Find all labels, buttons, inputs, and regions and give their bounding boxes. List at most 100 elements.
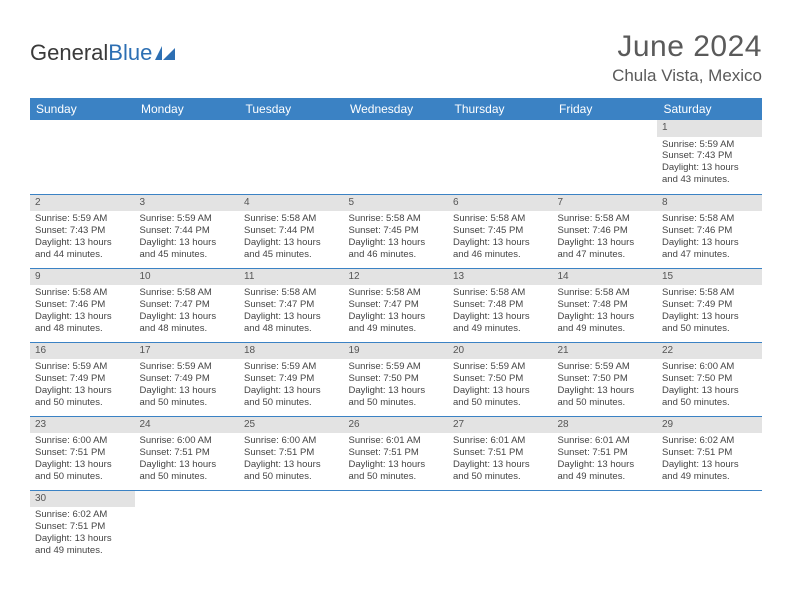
day-info: Sunrise: 6:01 AMSunset: 7:51 PMDaylight:… [553,433,658,487]
day-info: Sunrise: 6:01 AMSunset: 7:51 PMDaylight:… [448,433,553,487]
month-title: June 2024 [612,30,762,64]
daylight-text: and 50 minutes. [349,397,444,409]
calendar-cell: 28Sunrise: 6:01 AMSunset: 7:51 PMDayligh… [553,416,658,490]
sunrise-text: Sunrise: 5:59 AM [35,213,130,225]
weekday-header: Friday [553,98,658,120]
location-label: Chula Vista, Mexico [612,66,762,86]
calendar-week-row: 16Sunrise: 5:59 AMSunset: 7:49 PMDayligh… [30,342,762,416]
daylight-text: and 49 minutes. [662,471,757,483]
daylight-text: and 50 minutes. [349,471,444,483]
calendar-body: 1Sunrise: 5:59 AMSunset: 7:43 PMDaylight… [30,120,762,564]
sunset-text: Sunset: 7:43 PM [662,150,757,162]
calendar-cell: 1Sunrise: 5:59 AMSunset: 7:43 PMDaylight… [657,120,762,194]
logo: GeneralBlue [30,30,177,66]
calendar-cell: 8Sunrise: 5:58 AMSunset: 7:46 PMDaylight… [657,194,762,268]
day-info: Sunrise: 5:58 AMSunset: 7:49 PMDaylight:… [657,285,762,339]
daylight-text: and 50 minutes. [662,397,757,409]
daylight-text: Daylight: 13 hours [662,311,757,323]
day-number: 20 [448,343,553,360]
calendar-cell [448,120,553,194]
day-info: Sunrise: 5:58 AMSunset: 7:46 PMDaylight:… [30,285,135,339]
sunset-text: Sunset: 7:50 PM [662,373,757,385]
day-info: Sunrise: 5:59 AMSunset: 7:50 PMDaylight:… [553,359,658,413]
daylight-text: and 50 minutes. [662,323,757,335]
daylight-text: Daylight: 13 hours [453,311,548,323]
calendar-cell [553,490,658,564]
weekday-header: Wednesday [344,98,449,120]
day-number: 14 [553,269,658,286]
daylight-text: and 49 minutes. [558,323,653,335]
daylight-text: Daylight: 13 hours [35,459,130,471]
calendar-week-row: 9Sunrise: 5:58 AMSunset: 7:46 PMDaylight… [30,268,762,342]
sunrise-text: Sunrise: 6:00 AM [244,435,339,447]
calendar-cell: 10Sunrise: 5:58 AMSunset: 7:47 PMDayligh… [135,268,240,342]
day-info: Sunrise: 5:58 AMSunset: 7:46 PMDaylight:… [553,211,658,265]
daylight-text: Daylight: 13 hours [349,237,444,249]
daylight-text: and 50 minutes. [453,397,548,409]
sunset-text: Sunset: 7:44 PM [244,225,339,237]
day-info: Sunrise: 5:59 AMSunset: 7:49 PMDaylight:… [135,359,240,413]
day-number: 28 [553,417,658,434]
page-header: GeneralBlue June 2024 Chula Vista, Mexic… [30,30,762,86]
sunset-text: Sunset: 7:51 PM [558,447,653,459]
day-number: 5 [344,195,449,212]
calendar-week-row: 1Sunrise: 5:59 AMSunset: 7:43 PMDaylight… [30,120,762,194]
calendar-week-row: 23Sunrise: 6:00 AMSunset: 7:51 PMDayligh… [30,416,762,490]
sunset-text: Sunset: 7:48 PM [558,299,653,311]
daylight-text: and 44 minutes. [35,249,130,261]
calendar-cell [553,120,658,194]
day-number: 9 [30,269,135,286]
calendar-cell: 22Sunrise: 6:00 AMSunset: 7:50 PMDayligh… [657,342,762,416]
sunset-text: Sunset: 7:51 PM [662,447,757,459]
calendar-cell: 6Sunrise: 5:58 AMSunset: 7:45 PMDaylight… [448,194,553,268]
day-number: 10 [135,269,240,286]
sunset-text: Sunset: 7:46 PM [558,225,653,237]
calendar-cell: 26Sunrise: 6:01 AMSunset: 7:51 PMDayligh… [344,416,449,490]
day-info: Sunrise: 5:59 AMSunset: 7:49 PMDaylight:… [30,359,135,413]
day-info: Sunrise: 5:58 AMSunset: 7:45 PMDaylight:… [448,211,553,265]
daylight-text: and 50 minutes. [35,397,130,409]
sunrise-text: Sunrise: 5:59 AM [244,361,339,373]
sunset-text: Sunset: 7:45 PM [349,225,444,237]
sunset-text: Sunset: 7:51 PM [244,447,339,459]
day-number: 18 [239,343,344,360]
calendar-cell: 30Sunrise: 6:02 AMSunset: 7:51 PMDayligh… [30,490,135,564]
daylight-text: Daylight: 13 hours [140,459,235,471]
daylight-text: Daylight: 13 hours [35,311,130,323]
calendar-cell: 15Sunrise: 5:58 AMSunset: 7:49 PMDayligh… [657,268,762,342]
calendar-cell: 24Sunrise: 6:00 AMSunset: 7:51 PMDayligh… [135,416,240,490]
calendar-page: GeneralBlue June 2024 Chula Vista, Mexic… [0,0,792,564]
day-number: 25 [239,417,344,434]
day-info: Sunrise: 5:58 AMSunset: 7:47 PMDaylight:… [344,285,449,339]
daylight-text: Daylight: 13 hours [662,162,757,174]
sunset-text: Sunset: 7:47 PM [349,299,444,311]
calendar-cell: 23Sunrise: 6:00 AMSunset: 7:51 PMDayligh… [30,416,135,490]
day-info: Sunrise: 5:58 AMSunset: 7:47 PMDaylight:… [135,285,240,339]
sunrise-text: Sunrise: 5:58 AM [349,287,444,299]
calendar-table: SundayMondayTuesdayWednesdayThursdayFrid… [30,98,762,564]
daylight-text: and 49 minutes. [35,545,130,557]
day-number: 8 [657,195,762,212]
day-number: 4 [239,195,344,212]
calendar-cell: 14Sunrise: 5:58 AMSunset: 7:48 PMDayligh… [553,268,658,342]
sunrise-text: Sunrise: 5:58 AM [140,287,235,299]
calendar-cell [135,490,240,564]
sunrise-text: Sunrise: 5:59 AM [558,361,653,373]
calendar-cell: 5Sunrise: 5:58 AMSunset: 7:45 PMDaylight… [344,194,449,268]
day-info: Sunrise: 5:59 AMSunset: 7:50 PMDaylight:… [344,359,449,413]
calendar-cell [344,120,449,194]
sunrise-text: Sunrise: 5:59 AM [140,361,235,373]
day-number: 12 [344,269,449,286]
sunrise-text: Sunrise: 5:58 AM [662,287,757,299]
sunset-text: Sunset: 7:47 PM [140,299,235,311]
daylight-text: Daylight: 13 hours [35,237,130,249]
daylight-text: Daylight: 13 hours [558,237,653,249]
daylight-text: and 45 minutes. [140,249,235,261]
daylight-text: Daylight: 13 hours [244,459,339,471]
sunrise-text: Sunrise: 5:59 AM [349,361,444,373]
day-number: 26 [344,417,449,434]
day-info: Sunrise: 5:58 AMSunset: 7:45 PMDaylight:… [344,211,449,265]
sunset-text: Sunset: 7:51 PM [453,447,548,459]
daylight-text: Daylight: 13 hours [244,385,339,397]
daylight-text: and 47 minutes. [662,249,757,261]
